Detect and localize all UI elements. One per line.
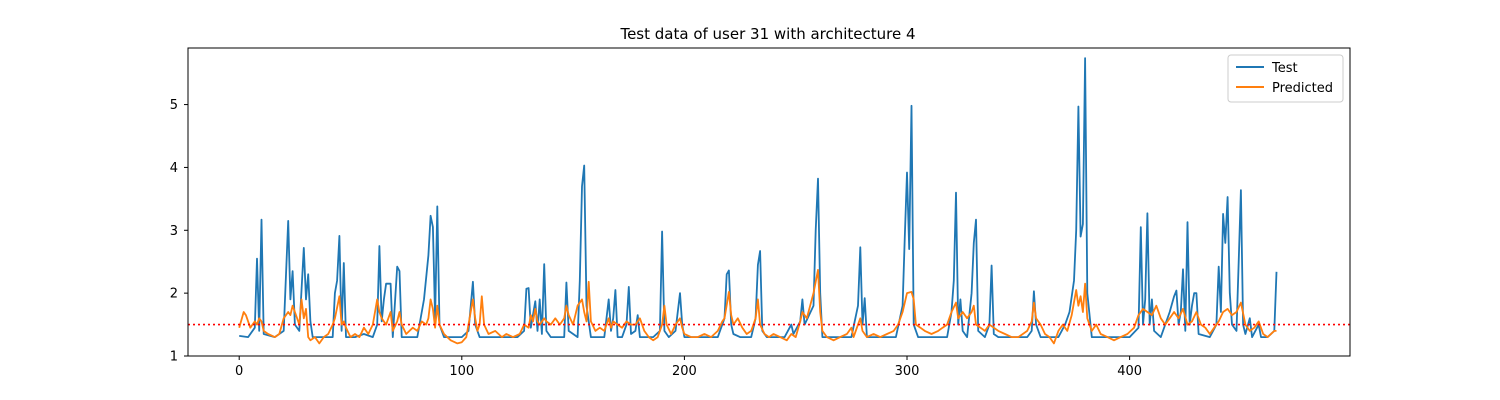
plot-frame — [187, 47, 1351, 357]
x-tick-label: 300 — [895, 364, 920, 379]
legend: Test Predicted — [1227, 54, 1344, 103]
y-tick-label: 3 — [170, 224, 178, 239]
series-line-predicted — [238, 268, 1277, 345]
axis-ticks: 0 100 200 300 400 1 2 3 4 5 — [170, 98, 1142, 379]
legend-test-label: Test — [1271, 61, 1298, 76]
x-tick-label: 400 — [1117, 364, 1142, 379]
series-line-test — [239, 57, 1278, 339]
x-tick-label: 100 — [449, 364, 474, 379]
plot-area — [188, 57, 1350, 345]
x-tick-label: 200 — [672, 364, 697, 379]
y-tick-label: 4 — [170, 161, 178, 176]
y-tick-label: 5 — [170, 98, 178, 113]
legend-predicted-label: Predicted — [1272, 81, 1333, 96]
y-tick-label: 1 — [170, 350, 178, 365]
x-tick-label: 0 — [235, 364, 243, 379]
chart-title: Test data of user 31 with architecture 4 — [619, 25, 915, 43]
y-tick-label: 2 — [170, 287, 178, 302]
